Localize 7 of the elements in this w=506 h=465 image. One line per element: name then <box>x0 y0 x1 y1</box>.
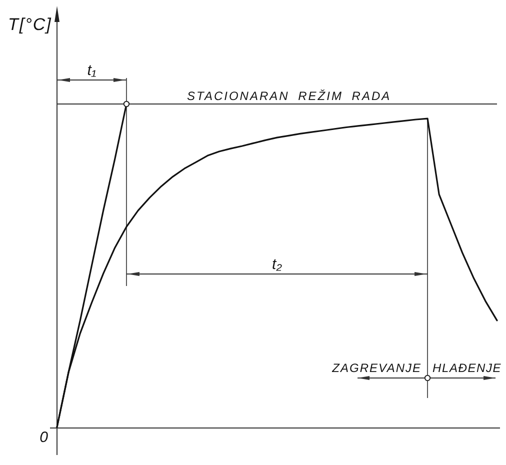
annotation: ZAGREVANJE <box>331 361 422 375</box>
annotation: t₂ <box>272 256 282 273</box>
text: t₁ <box>87 62 96 79</box>
ref-line-label: STACIONARAN REŽIM RADA <box>187 89 392 103</box>
y-axis-title: T[°C] <box>8 15 52 34</box>
annotation: HLAĐENJE <box>432 361 502 375</box>
text: 0 <box>40 429 49 446</box>
